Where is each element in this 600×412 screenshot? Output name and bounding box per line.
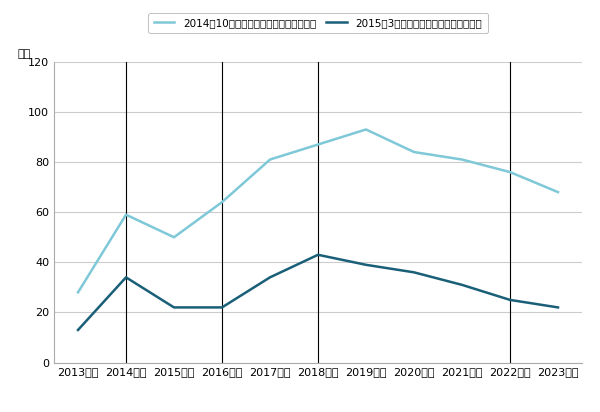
- Legend: 2014年10月時点の累積資金過不足額予測, 2015年3月時点の累積資金過不足額予測: 2014年10月時点の累積資金過不足額予測, 2015年3月時点の累積資金過不足…: [148, 13, 488, 33]
- 2014年10月時点の累積資金過不足額予測: [362, 127, 370, 132]
- 2014年10月時点の累積資金過不足額予測: [506, 170, 514, 175]
- 2014年10月時点の累積資金過不足額予測: [458, 157, 466, 162]
- 2014年10月時点の累積資金過不足額予測: [314, 142, 322, 147]
- 2014年10月時点の累積資金過不足額予測: [218, 200, 226, 205]
- 2015年3月時点の累積資金過不足額予測: [506, 297, 514, 302]
- 2015年3月時点の累積資金過不足額予測: [410, 270, 418, 275]
- 2014年10月時点の累積資金過不足額予測: [554, 190, 562, 194]
- 2015年3月時点の累積資金過不足額予測: [122, 275, 130, 280]
- 2014年10月時点の累積資金過不足額予測: [122, 212, 130, 217]
- 2015年3月時点の累積資金過不足額予測: [554, 305, 562, 310]
- 2015年3月時点の累積資金過不足額予測: [266, 275, 274, 280]
- Text: 億円: 億円: [17, 49, 30, 59]
- 2015年3月時点の累積資金過不足額予測: [170, 305, 178, 310]
- 2014年10月時点の累積資金過不足額予測: [266, 157, 274, 162]
- 2015年3月時点の累積資金過不足額予測: [74, 328, 82, 332]
- 2015年3月時点の累積資金過不足額予測: [314, 252, 322, 257]
- 2014年10月時点の累積資金過不足額予測: [74, 290, 82, 295]
- 2015年3月時点の累積資金過不足額予測: [458, 282, 466, 287]
- 2014年10月時点の累積資金過不足額予測: [170, 235, 178, 240]
- 2015年3月時点の累積資金過不足額予測: [218, 305, 226, 310]
- Line: 2014年10月時点の累積資金過不足額予測: 2014年10月時点の累積資金過不足額予測: [78, 129, 558, 293]
- 2014年10月時点の累積資金過不足額予測: [410, 150, 418, 154]
- Line: 2015年3月時点の累積資金過不足額予測: 2015年3月時点の累積資金過不足額予測: [78, 255, 558, 330]
- 2015年3月時点の累積資金過不足額予測: [362, 262, 370, 267]
